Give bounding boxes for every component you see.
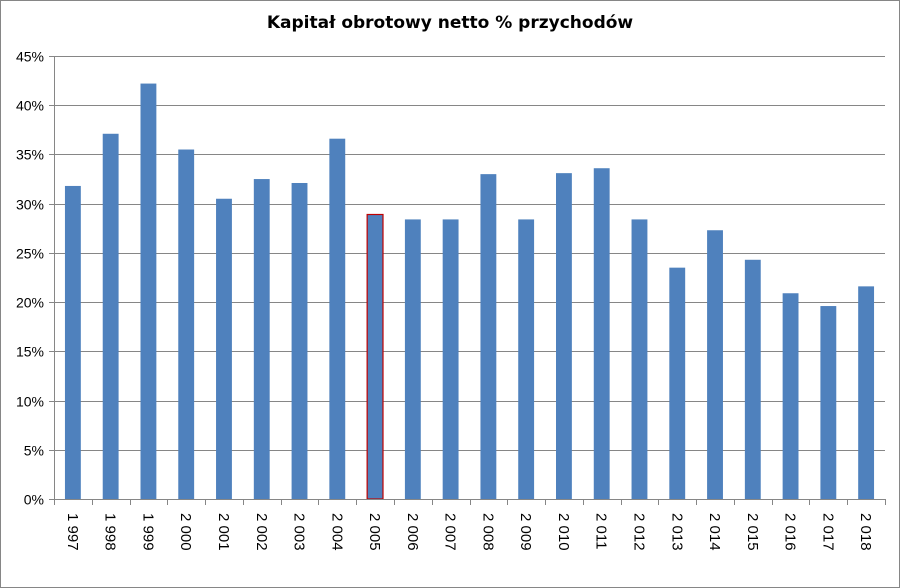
x-tick-label: 2 002 bbox=[253, 513, 270, 551]
y-tick-label: 20% bbox=[16, 295, 44, 311]
x-tick-label: 2 003 bbox=[291, 513, 308, 551]
bar bbox=[669, 267, 686, 499]
y-tick-label: 10% bbox=[16, 394, 44, 410]
x-tick-label: 2 012 bbox=[630, 513, 647, 551]
x-tick-label: 2 009 bbox=[517, 513, 534, 551]
x-tick-label: 2 013 bbox=[668, 513, 685, 551]
x-tick-label: 2 014 bbox=[706, 513, 723, 551]
y-tick-label: 40% bbox=[16, 98, 44, 114]
x-tick-label: 2 001 bbox=[215, 513, 232, 551]
y-tick-label: 15% bbox=[16, 344, 44, 360]
y-tick-label: 30% bbox=[16, 197, 44, 213]
bar bbox=[782, 293, 799, 499]
bar bbox=[291, 182, 308, 499]
x-tick-label: 2 016 bbox=[782, 513, 799, 551]
bar bbox=[858, 286, 875, 499]
bar bbox=[442, 219, 459, 499]
bar bbox=[64, 185, 81, 500]
x-tick-label: 2 015 bbox=[744, 513, 761, 551]
y-tick-label: 5% bbox=[24, 443, 44, 459]
x-tick-label: 1 997 bbox=[64, 513, 81, 551]
x-tick-label: 2 007 bbox=[442, 513, 459, 551]
bar bbox=[102, 133, 119, 499]
y-tick-label: 25% bbox=[16, 246, 44, 262]
bar bbox=[518, 219, 535, 499]
bar bbox=[820, 306, 837, 499]
chart-title: Kapitał obrotowy netto % przychodów bbox=[266, 13, 634, 33]
y-tick-label: 45% bbox=[16, 49, 44, 65]
bar bbox=[555, 173, 572, 499]
bar bbox=[744, 259, 761, 499]
x-tick-label: 2 006 bbox=[404, 513, 421, 551]
bar bbox=[707, 230, 723, 499]
x-tick-label: 2 008 bbox=[479, 513, 496, 551]
bar bbox=[329, 138, 346, 499]
x-tick-label: 1 998 bbox=[102, 513, 119, 551]
x-tick-label: 2 018 bbox=[857, 513, 874, 551]
x-tick-label: 2 005 bbox=[366, 513, 383, 551]
bar bbox=[178, 149, 195, 499]
bar bbox=[253, 179, 270, 500]
y-tick-label: 0% bbox=[24, 492, 44, 508]
bar bbox=[631, 219, 648, 499]
y-tick-label: 35% bbox=[16, 147, 44, 163]
x-tick-label: 1 999 bbox=[139, 513, 156, 551]
x-tick-label: 2 000 bbox=[177, 513, 194, 551]
x-tick-label: 2 017 bbox=[819, 513, 836, 551]
x-tick-label: 2 010 bbox=[555, 513, 572, 551]
bar bbox=[593, 168, 610, 499]
bar bbox=[404, 219, 421, 499]
bar-highlighted bbox=[366, 213, 384, 500]
bar bbox=[216, 198, 232, 499]
x-tick-label: 2 011 bbox=[593, 513, 610, 549]
bar bbox=[480, 174, 497, 499]
x-tick-label: 2 004 bbox=[328, 513, 345, 551]
bar bbox=[140, 83, 157, 499]
